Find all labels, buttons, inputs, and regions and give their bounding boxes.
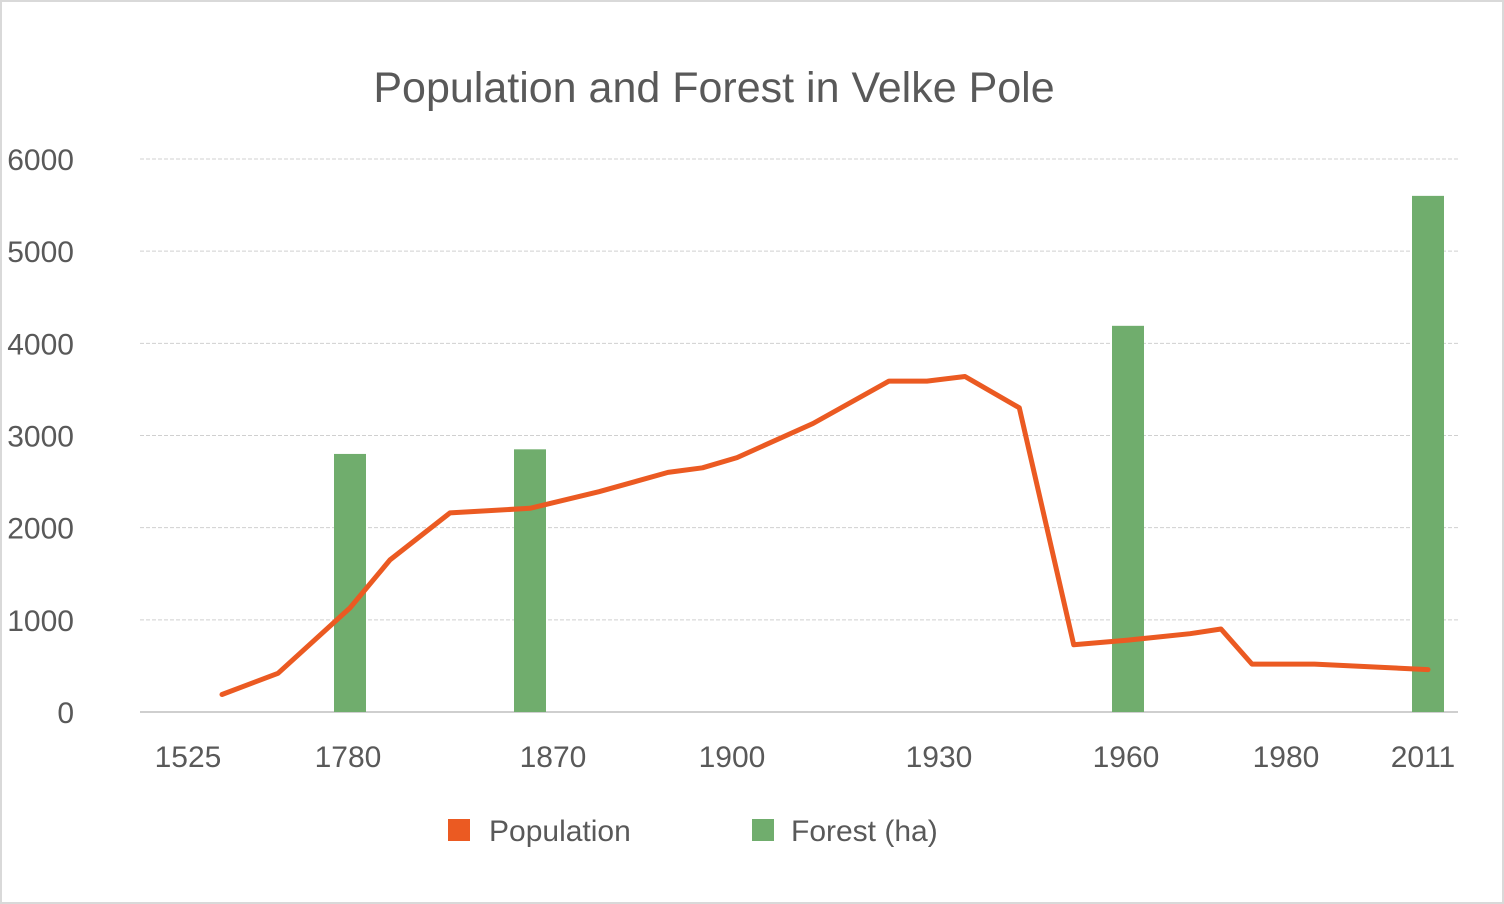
y-tick-label: 0 bbox=[57, 697, 74, 730]
y-tick-label: 5000 bbox=[7, 236, 74, 269]
forest-bar bbox=[514, 449, 546, 712]
y-tick-label: 3000 bbox=[7, 421, 74, 454]
y-tick-label: 2000 bbox=[7, 513, 74, 546]
forest-bar bbox=[1412, 195, 1444, 712]
x-tick-label: 1960 bbox=[1093, 741, 1160, 774]
legend-population-swatch bbox=[448, 819, 470, 841]
x-tick-label: 1525 bbox=[155, 741, 222, 774]
y-tick-label: 6000 bbox=[7, 144, 74, 177]
x-tick-label: 2011 bbox=[1391, 741, 1456, 774]
forest-bar bbox=[334, 453, 366, 712]
y-tick-label: 1000 bbox=[7, 605, 74, 638]
legend-population-label: Population bbox=[489, 815, 631, 848]
x-tick-label: 1930 bbox=[906, 741, 973, 774]
x-tick-label: 1780 bbox=[315, 741, 382, 774]
legend-forest-swatch bbox=[752, 819, 774, 841]
x-tick-label: 1980 bbox=[1253, 741, 1320, 774]
forest-bar bbox=[1112, 325, 1144, 712]
x-tick-label: 1870 bbox=[520, 741, 587, 774]
population-line bbox=[219, 374, 1431, 697]
legend-forest-label: Forest (ha) bbox=[791, 815, 938, 848]
chart-title: Population and Forest in Velke Pole bbox=[373, 64, 1055, 112]
y-tick-label: 4000 bbox=[7, 328, 74, 361]
x-tick-label: 1900 bbox=[699, 741, 766, 774]
